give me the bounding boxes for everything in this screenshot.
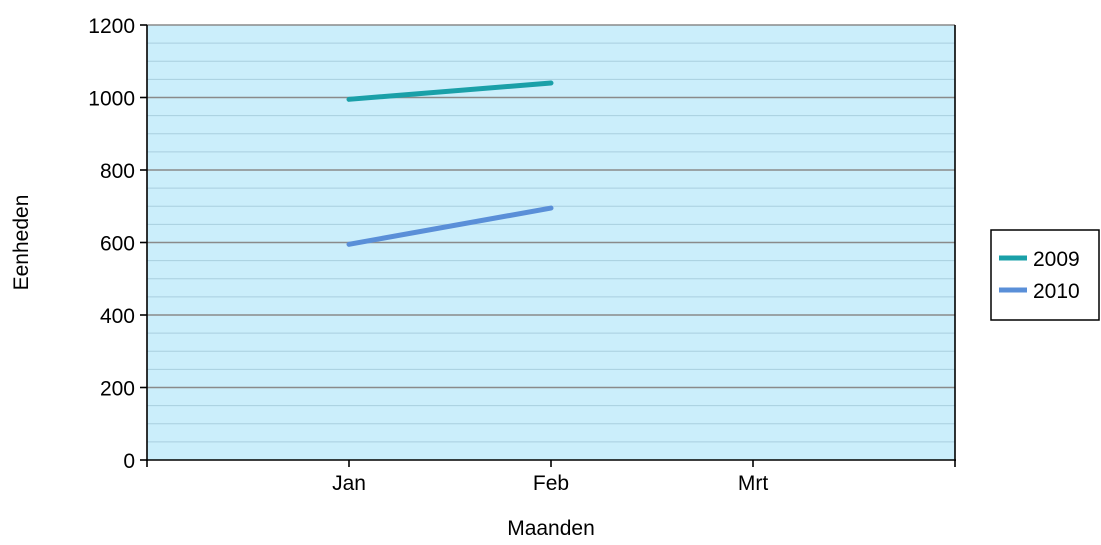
y-tick-label: 1200 bbox=[88, 15, 135, 38]
y-axis-title: Eenheden bbox=[10, 195, 33, 291]
x-axis-ticks: Jan Feb Mrt bbox=[146, 460, 956, 495]
legend-label: 2010 bbox=[1033, 280, 1080, 303]
x-tick-label: Jan bbox=[332, 472, 366, 495]
y-tick-label: 800 bbox=[100, 160, 135, 183]
legend-box bbox=[990, 229, 1100, 321]
y-tick-label: 200 bbox=[100, 378, 135, 401]
series-line-2009 bbox=[346, 80, 554, 102]
y-tick-label: 0 bbox=[123, 450, 135, 473]
legend-label: 2009 bbox=[1033, 248, 1080, 271]
legend: 2009 2010 bbox=[990, 229, 1100, 321]
series-lines bbox=[346, 80, 554, 247]
y-tick-label: 600 bbox=[100, 233, 135, 256]
x-tick-label: Mrt bbox=[738, 472, 768, 495]
y-axis-ticks: 0 200 400 600 800 1000 1200 bbox=[88, 15, 147, 473]
major-gridlines bbox=[147, 24, 955, 389]
x-tick-label: Feb bbox=[533, 472, 569, 495]
x-axis-title: Maanden bbox=[507, 517, 595, 540]
y-tick-label: 400 bbox=[100, 305, 135, 328]
series-line-2010 bbox=[346, 205, 554, 247]
y-tick-label: 1000 bbox=[88, 88, 135, 111]
